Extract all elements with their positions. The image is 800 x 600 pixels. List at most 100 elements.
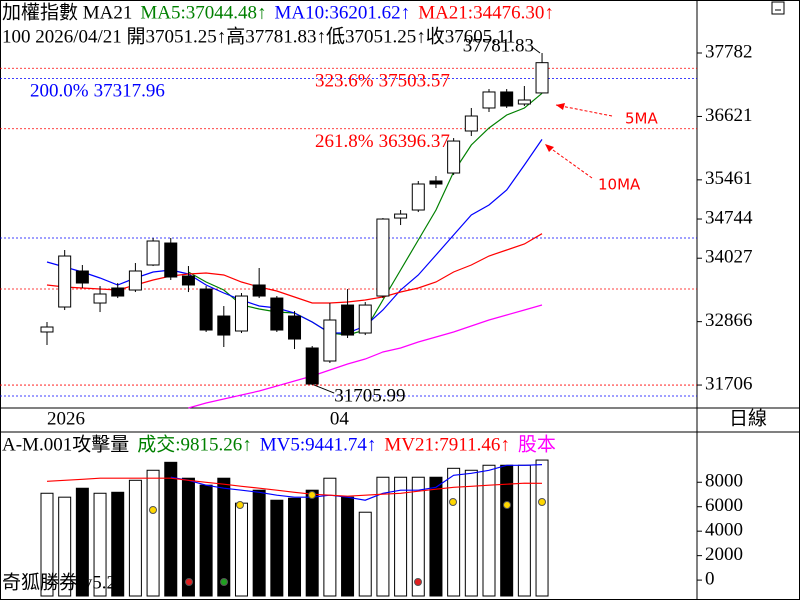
- candle-body: [447, 140, 461, 174]
- candle-body: [164, 242, 178, 278]
- y-tick-label: 0: [705, 568, 715, 589]
- header-text: MV21:7911.46↑: [384, 434, 509, 455]
- level-label: 200.0%: [30, 81, 89, 102]
- volume-bar: [517, 464, 531, 597]
- x-tick-label: 2026: [47, 408, 85, 429]
- price-info: 100 2026/04/21 開37051.25↑高37781.83↑低3705…: [2, 25, 515, 47]
- candle-body: [128, 270, 142, 291]
- volume-bar: [341, 496, 355, 597]
- volume-bar: [181, 477, 195, 597]
- low-label: 31705.99: [334, 385, 405, 406]
- header-text: MA5:37044.48↑: [140, 2, 266, 23]
- volume-bar: [376, 476, 390, 597]
- y-tick-label: 6000: [705, 495, 743, 516]
- header-text: MV5:9441.74↑: [260, 434, 377, 455]
- signal-dot: [149, 506, 157, 514]
- volume-bar: [429, 476, 443, 597]
- candle-body: [535, 62, 549, 94]
- candle-body: [500, 91, 514, 107]
- candle-body: [146, 240, 160, 266]
- y-tick-label: 35461: [705, 168, 753, 189]
- volume-bar: [128, 479, 142, 597]
- arrow-head: [556, 103, 565, 110]
- candle-body: [482, 91, 496, 109]
- header-text: 股本: [518, 433, 556, 455]
- volume-bar: [411, 476, 425, 597]
- high-label: 37781.83: [463, 35, 534, 56]
- signal-dot: [220, 578, 228, 586]
- volume-bar: [199, 484, 213, 597]
- high-pointer: [531, 46, 541, 54]
- candle-body: [429, 180, 443, 185]
- y-tick-label: 4000: [705, 520, 743, 541]
- header-text: MA10:36201.62↑: [275, 2, 411, 23]
- candle-body: [305, 347, 319, 385]
- candle-body: [323, 319, 337, 362]
- header-text: A-M.001攻擊量: [2, 433, 129, 455]
- volume-bar: [394, 476, 408, 597]
- signal-dot: [538, 498, 546, 506]
- volume-bar: [464, 469, 478, 597]
- candle-body: [411, 183, 425, 211]
- volume-bar: [358, 511, 372, 597]
- candle-body: [464, 115, 478, 132]
- volume-bar: [217, 477, 231, 597]
- volume-bar: [111, 491, 125, 597]
- candle-body: [234, 295, 248, 332]
- moving-average-line: [46, 477, 543, 497]
- candle-body: [217, 315, 231, 336]
- level-value: 37503.57: [379, 71, 450, 92]
- volume-bar: [288, 497, 302, 597]
- candle-body: [376, 218, 390, 297]
- y-tick-label: 2000: [705, 544, 743, 565]
- level-value: 37317.96: [94, 81, 165, 102]
- annotation: 5MA: [625, 110, 658, 128]
- y-tick-label: 36621: [705, 105, 753, 126]
- signal-dot: [503, 501, 511, 509]
- arrow-head: [545, 144, 554, 152]
- window-button[interactable]: [771, 1, 785, 15]
- signal-dots: [149, 491, 546, 586]
- signal-dot: [308, 491, 316, 499]
- y-tick-label: 34027: [705, 247, 753, 268]
- candle-body: [58, 255, 72, 308]
- volume-bar: [535, 459, 549, 597]
- volume-bar: [93, 492, 107, 597]
- candle-body: [288, 315, 302, 340]
- moving-average-line: [170, 464, 543, 501]
- level-value: 36396.37: [379, 131, 450, 152]
- moving-average-line: [188, 304, 543, 409]
- y-tick-label: 32866: [705, 310, 753, 331]
- level-label: 261.8%: [315, 131, 374, 152]
- volume-bar: [482, 464, 496, 597]
- candle-body: [341, 304, 355, 336]
- candle-body: [111, 287, 125, 297]
- annotation-arrow: [555, 104, 613, 117]
- volume-bar: [75, 487, 89, 597]
- candle-body: [252, 284, 266, 297]
- volume-bar: [146, 469, 160, 597]
- candle-body: [75, 270, 89, 284]
- signal-dot: [236, 501, 244, 509]
- header-text: 加權指數 MA21: [2, 1, 132, 23]
- low-pointer: [314, 384, 335, 394]
- candle-body: [199, 288, 213, 331]
- header-text: 成交:9815.26↑: [137, 433, 252, 455]
- signal-dot: [449, 498, 457, 506]
- candle-body: [93, 293, 107, 304]
- signal-dot: [414, 578, 422, 586]
- volume-bar: [234, 502, 248, 597]
- candle-body: [358, 304, 372, 334]
- y-tick-label: 31706: [705, 373, 753, 394]
- candle-body: [517, 99, 531, 105]
- header-text: MA21:34476.30↑: [418, 2, 554, 23]
- volume-bar: [58, 496, 72, 597]
- footer: 奇狐勝券 v5.2: [2, 571, 116, 593]
- signal-dot: [185, 578, 193, 586]
- volume-bar: [270, 499, 284, 597]
- candle-body: [394, 213, 408, 219]
- y-tick-label: 34744: [705, 207, 753, 228]
- annotation-arrow: [545, 144, 593, 179]
- y-tick-label: 37782: [705, 41, 753, 62]
